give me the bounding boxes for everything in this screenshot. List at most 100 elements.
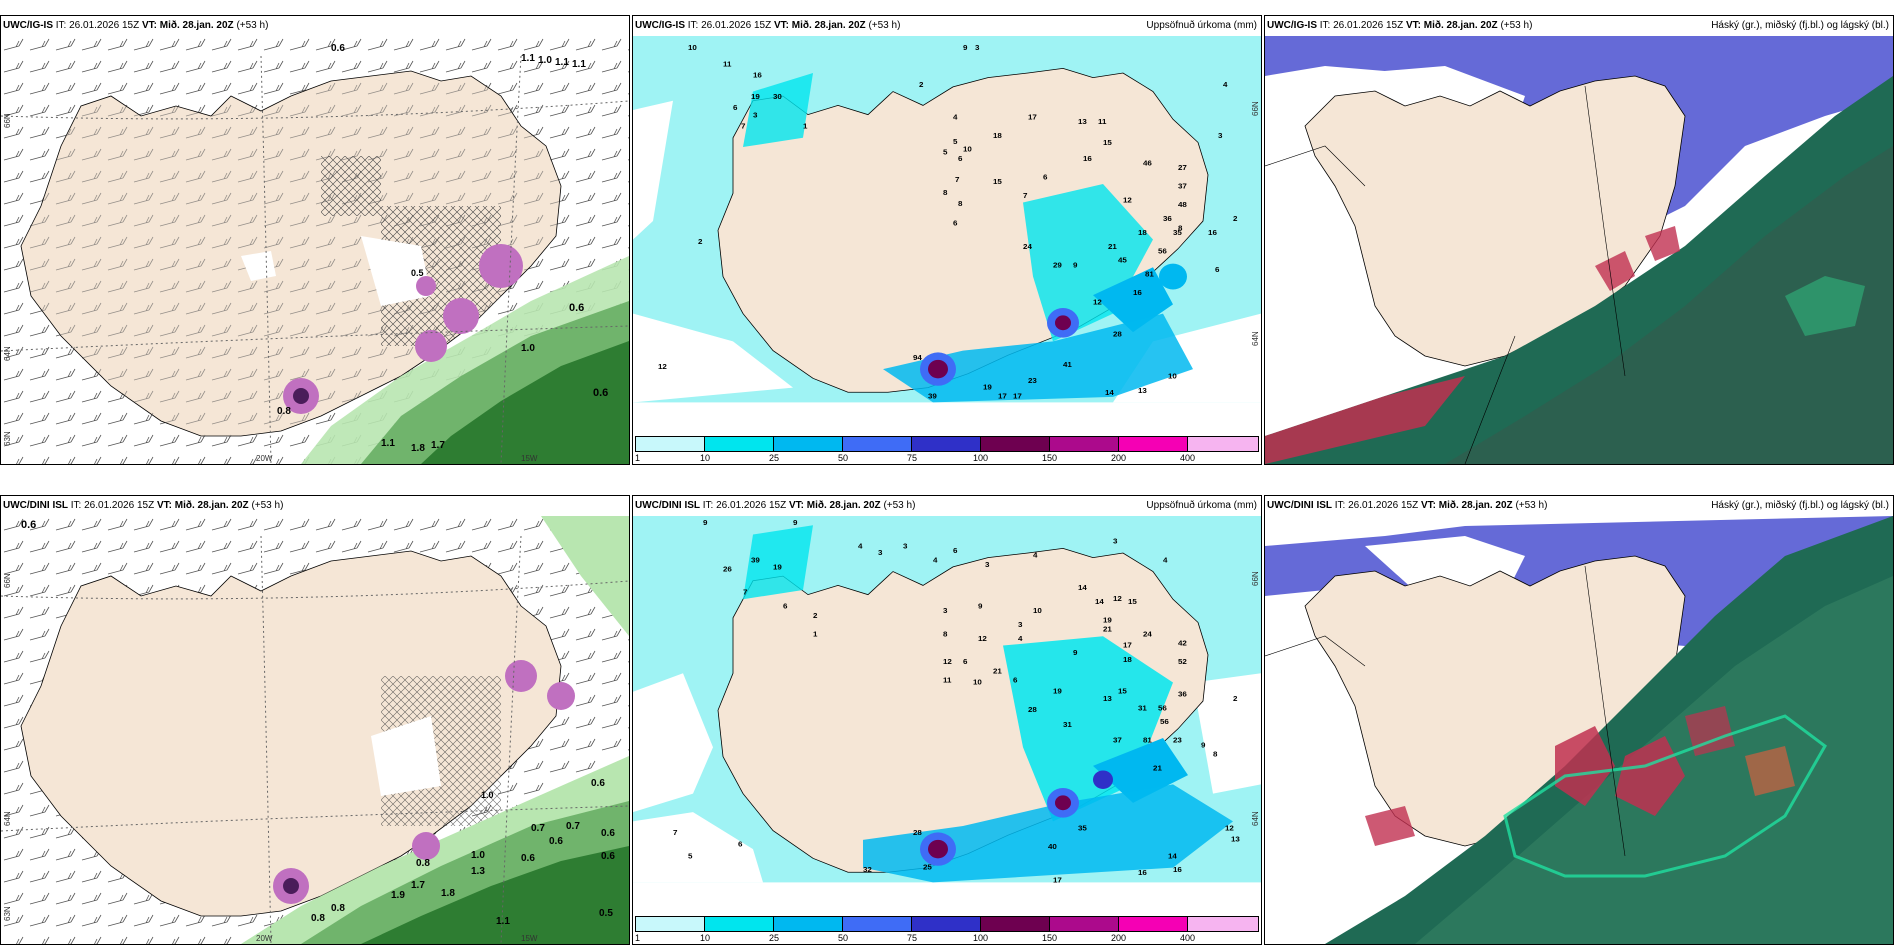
- precip-value: 24: [1023, 242, 1033, 251]
- precip-value: 29: [1053, 261, 1062, 270]
- model-name: UWC/DINI ISL: [3, 500, 68, 511]
- colorbar-swatch: [1187, 916, 1259, 932]
- precip-value: 4: [933, 556, 938, 565]
- cloud-map: [1265, 516, 1893, 944]
- lon-label: 15W: [521, 454, 538, 463]
- precip-value: 13: [1138, 386, 1147, 395]
- precip-value: 7: [1023, 191, 1027, 200]
- panel-header: UWC/IG-IS IT: 26.01.2026 15Z VT: Mið. 28…: [1, 16, 629, 36]
- precip-value: 14: [1095, 597, 1105, 606]
- colorbar-swatch: [1049, 436, 1119, 452]
- contour-label: 0.8: [331, 903, 345, 914]
- precip-value: 4: [953, 113, 958, 122]
- precip-value: 37: [1178, 182, 1187, 191]
- contour-label: 0.5: [411, 268, 424, 278]
- precip-value: 3: [985, 560, 989, 569]
- precip-value: 9: [1201, 741, 1205, 750]
- lat-label: 66N: [3, 113, 12, 128]
- vt-label: VT:: [1405, 20, 1421, 31]
- precip-value: 52: [1178, 657, 1187, 666]
- colorbar-tick: 50: [838, 933, 849, 943]
- contour-label: 0.6: [601, 851, 615, 862]
- lon-label: 20W: [256, 454, 273, 463]
- precip-value: 16: [1208, 228, 1217, 237]
- precip-value: 3: [903, 542, 907, 551]
- lat-label: 64N: [1251, 331, 1260, 346]
- precip-value: 1: [813, 630, 818, 639]
- precip-value: 36: [1163, 214, 1172, 223]
- precip-value: 8: [943, 630, 948, 639]
- precip-value: 12: [658, 362, 667, 371]
- colorbar-tick: 400: [1180, 933, 1196, 943]
- contour-label: 1.1: [572, 59, 586, 70]
- colorbar-tick: 150: [1042, 933, 1058, 943]
- contour-label: 1.7: [431, 440, 445, 451]
- colorbar-tick: 100: [973, 453, 989, 463]
- lat-label: 64N: [1251, 811, 1260, 826]
- precip-map: 10 11 16 19 30 6 7 3 1 2 9 3 4 5 6 7 8 5…: [633, 36, 1261, 403]
- precip-value: 7: [955, 175, 959, 184]
- precip-value: 2: [919, 80, 923, 89]
- lead-time: (+53 h): [1500, 20, 1533, 31]
- precip-value: 12: [1225, 824, 1234, 833]
- precip-value: 3: [975, 43, 979, 52]
- colorbar-tick: 150: [1042, 453, 1058, 463]
- precip-value: 2: [698, 237, 702, 246]
- precip-value: 3: [943, 606, 947, 615]
- precip-value: 31: [1063, 720, 1073, 729]
- precip-value: 11: [1098, 117, 1107, 126]
- colorbar-swatch: [635, 436, 705, 452]
- precip-value: 8: [1213, 750, 1218, 759]
- contour-label: 0.7: [531, 823, 545, 834]
- precip-value: 37: [1113, 736, 1122, 745]
- colorbar-swatch: [980, 436, 1050, 452]
- contour-label: 1.1: [381, 438, 395, 449]
- precip-value: 48: [1178, 200, 1188, 209]
- contour-label: 0.6: [601, 828, 615, 839]
- precip-value: 56: [1158, 704, 1167, 713]
- wind-map: 0.6 0.6 0.6 0.7 0.7 0.6 0.6 0.8 1.0 1.3 …: [1, 516, 629, 944]
- precip-value: 27: [1178, 163, 1187, 172]
- precip-value: 17: [1028, 113, 1037, 122]
- precip-value: 6: [733, 103, 737, 112]
- precip-value: 15: [1103, 138, 1113, 147]
- colorbar-tick: 400: [1180, 453, 1196, 463]
- precip-value: 40: [1048, 842, 1057, 851]
- init-time: 26.01.2026 15Z: [1333, 20, 1404, 31]
- contour-label: 1.1: [555, 57, 569, 68]
- precip-value: 19: [983, 383, 992, 392]
- precip-value: 3: [878, 548, 882, 557]
- precip-value: 26: [723, 565, 732, 574]
- precip-value: 6: [783, 602, 787, 611]
- lead-time: (+53 h): [868, 20, 901, 31]
- valid-time: Mið. 28.jan. 20Z: [1423, 20, 1498, 31]
- contour-label: 1.8: [411, 443, 425, 454]
- colorbar-tick: 75: [907, 933, 918, 943]
- valid-time: Mið. 28.jan. 20Z: [806, 500, 881, 511]
- precip-value: 19: [773, 563, 782, 572]
- precip-value: 21: [1103, 625, 1113, 634]
- lead-time: (+53 h): [1515, 500, 1548, 511]
- valid-time: Mið. 28.jan. 20Z: [1438, 500, 1513, 511]
- model-name: UWC/IG-IS: [1267, 20, 1317, 31]
- contour-label: 0.6: [331, 43, 345, 54]
- precip-value: 31: [1138, 704, 1148, 713]
- lat-label: 66N: [1251, 571, 1260, 586]
- init-time: 26.01.2026 15Z: [1348, 500, 1419, 511]
- precip-value: 10: [963, 145, 972, 154]
- precip-value: 30: [773, 92, 782, 101]
- contour-label: 1.0: [538, 55, 552, 66]
- it-label: IT:: [1319, 20, 1331, 31]
- precip-value: 16: [1133, 288, 1142, 297]
- colorbar-tick: 1: [635, 453, 641, 463]
- precip-value: 28: [1113, 330, 1123, 339]
- precip-value: 4: [1018, 634, 1023, 643]
- colorbar-swatch: [842, 916, 912, 932]
- precip-value: 3: [753, 111, 757, 120]
- wind-panel-dini: UWC/DINI ISL IT: 26.01.2026 15Z VT: Mið.…: [0, 495, 630, 945]
- precip-value: 14: [1168, 852, 1178, 861]
- precip-value: 28: [1028, 705, 1038, 714]
- precip-value: 10: [973, 678, 982, 687]
- colorbar-swatch: [704, 436, 774, 452]
- colorbar-swatch: [1118, 436, 1188, 452]
